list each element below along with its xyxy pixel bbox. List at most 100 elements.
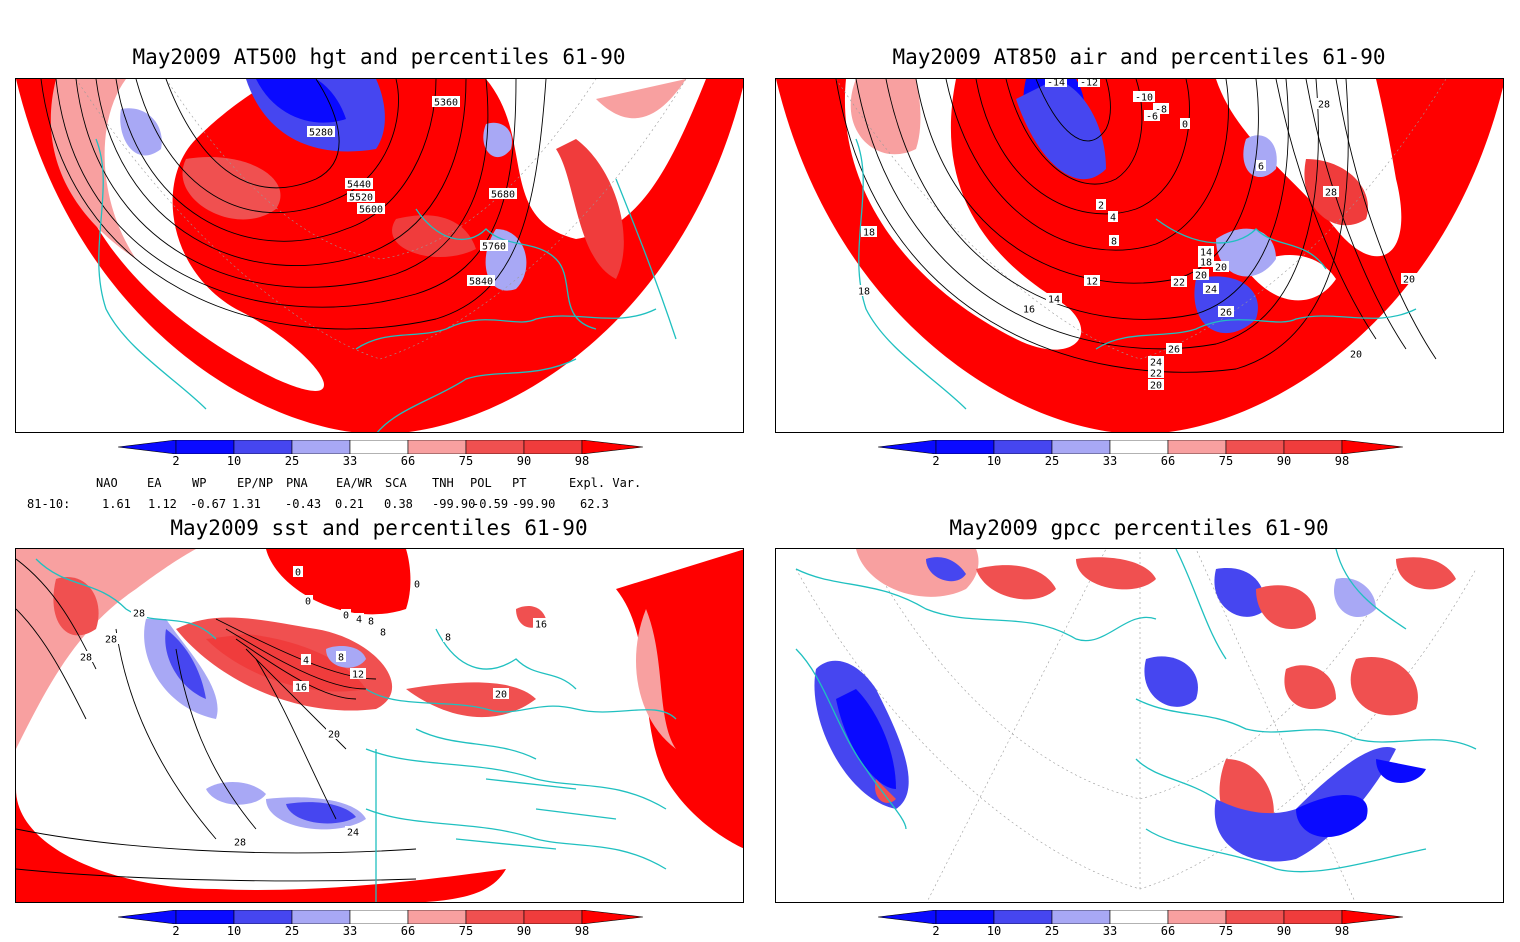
svg-text:5280: 5280 (309, 128, 333, 139)
colorbar-seg-3 (1051, 910, 1111, 924)
svg-text:5360: 5360 (434, 98, 458, 109)
index-header-9: PT (512, 476, 527, 490)
air-label-11: 14 (1046, 293, 1062, 306)
sst-label-13: 24 (345, 826, 361, 839)
colorbar-tick-5: 75 (1218, 454, 1234, 468)
coast-3 (1155, 218, 1327, 270)
colorbar-tick-4: 66 (400, 924, 416, 938)
svg-text:24: 24 (1205, 285, 1217, 296)
sst-contour-1 (225, 628, 367, 690)
colorbar-air: 2 10 25 33 66 75 90 98 (878, 440, 1403, 472)
colorbar-seg-5 (1167, 910, 1227, 924)
red-east-light (636, 609, 676, 749)
gpcc-red-eu (1284, 665, 1336, 709)
colorbar-seg-1 (175, 440, 235, 454)
blue-light-1 (1216, 228, 1276, 277)
svg-text:12: 12 (1086, 277, 1098, 288)
air-label-25: 18 (861, 226, 877, 239)
svg-text:4: 4 (303, 656, 309, 667)
gpcc-blue-ne-2 (1334, 578, 1376, 618)
sst-label-4: 8 (366, 615, 376, 628)
gpcc-red-me (1350, 657, 1418, 716)
svg-text:2: 2 (1098, 201, 1104, 212)
svg-text:14: 14 (1048, 295, 1060, 306)
sst-label-11: 16 (293, 681, 309, 694)
svg-text:5680: 5680 (491, 190, 515, 201)
colorbar-tick-0: 2 (172, 454, 180, 468)
colorbar-tick-5: 75 (458, 454, 474, 468)
svg-text:4: 4 (1110, 213, 1116, 224)
index-header-7: TNH (432, 476, 454, 490)
colorbar-gpcc: 2 10 25 33 66 75 90 98 (878, 910, 1403, 942)
svg-text:26: 26 (1168, 345, 1180, 356)
colorbar-tick-7: 98 (1334, 454, 1350, 468)
svg-text:20: 20 (1195, 271, 1207, 282)
air-label-5: 0 (1180, 118, 1190, 131)
map-hgt: 5360 5280 5440 5520 5600 5680 5760 5840 (15, 78, 744, 433)
red-strong-1 (556, 139, 624, 279)
air-contour-4 (915, 79, 1259, 284)
colorbar-tick-3: 33 (342, 924, 358, 938)
index-header-2: WP (192, 476, 207, 490)
colorbar-seg-5 (1167, 440, 1227, 454)
colorbar-seg-6 (1225, 910, 1285, 924)
colorbar-seg-8 (1341, 910, 1403, 924)
map-gpcc-canvas (776, 549, 1503, 902)
colorbar-seg-2 (233, 910, 293, 924)
colorbar-seg-8 (1341, 440, 1403, 454)
sst-label-12: 20 (326, 728, 342, 741)
svg-text:8: 8 (338, 653, 344, 664)
svg-text:20: 20 (495, 690, 507, 701)
sst-label-10: 12 (350, 668, 366, 681)
sst-contour-10 (16, 868, 417, 882)
hgt-contour-2 (115, 79, 437, 242)
air-label-28: 20 (1401, 273, 1417, 286)
index-value-7: -99.90 (432, 497, 476, 511)
svg-text:5760: 5760 (482, 242, 506, 253)
blue-mid-2 (165, 629, 206, 699)
white-area-1 (63, 79, 324, 391)
svg-text:0: 0 (1182, 120, 1188, 131)
gpcc-red-ne-1 (1256, 585, 1316, 629)
coast-5 (615, 178, 677, 340)
svg-text:5840: 5840 (469, 277, 493, 288)
sst-contour-8 (115, 628, 217, 840)
colorbar-seg-2 (993, 440, 1053, 454)
coast-2 (365, 748, 667, 810)
index-value-8: -0.59 (472, 497, 509, 511)
svg-text:28: 28 (133, 609, 145, 620)
hgt-label-0: 5360 (432, 96, 460, 109)
hgt-contour-6 (40, 79, 547, 330)
svg-text:6: 6 (1258, 162, 1264, 173)
blue-light-2 (1243, 135, 1277, 178)
colorbar-seg-0 (118, 440, 177, 454)
svg-text:20: 20 (1403, 275, 1415, 286)
hgt-label-7: 5840 (467, 275, 495, 288)
svg-text:12: 12 (352, 670, 364, 681)
coast-7 (1335, 549, 1407, 630)
colorbar-tick-0: 2 (172, 924, 180, 938)
sst-label-6: 0 (412, 578, 422, 591)
panel-title-air: May2009 AT850 air and percentiles 61-90 (892, 45, 1386, 69)
air-contour-2 (975, 79, 1190, 215)
blue-mid-4 (286, 802, 356, 824)
colorbar-seg-4 (1109, 910, 1169, 924)
coast-1 (365, 688, 677, 720)
colorbar-seg-3 (1051, 440, 1111, 454)
colorbar-tick-1: 10 (226, 454, 242, 468)
gpcc-blue-eu (1144, 656, 1198, 707)
colorbar-tick-0: 2 (932, 454, 940, 468)
air-label-22: 22 (1148, 367, 1164, 380)
hgt-contour-3 (95, 79, 467, 267)
coast-5 (435, 628, 577, 690)
index-header-4: PNA (286, 476, 308, 490)
coast-2 (795, 568, 1157, 642)
index-value-9: -99.90 (512, 497, 556, 511)
svg-text:20: 20 (1215, 263, 1227, 274)
coast-5 (1145, 828, 1427, 873)
panel-title-gpcc: May2009 gpcc percentiles 61-90 (949, 516, 1329, 540)
sst-label-9: 8 (336, 651, 346, 664)
air-label-8: 6 (1256, 160, 1266, 173)
